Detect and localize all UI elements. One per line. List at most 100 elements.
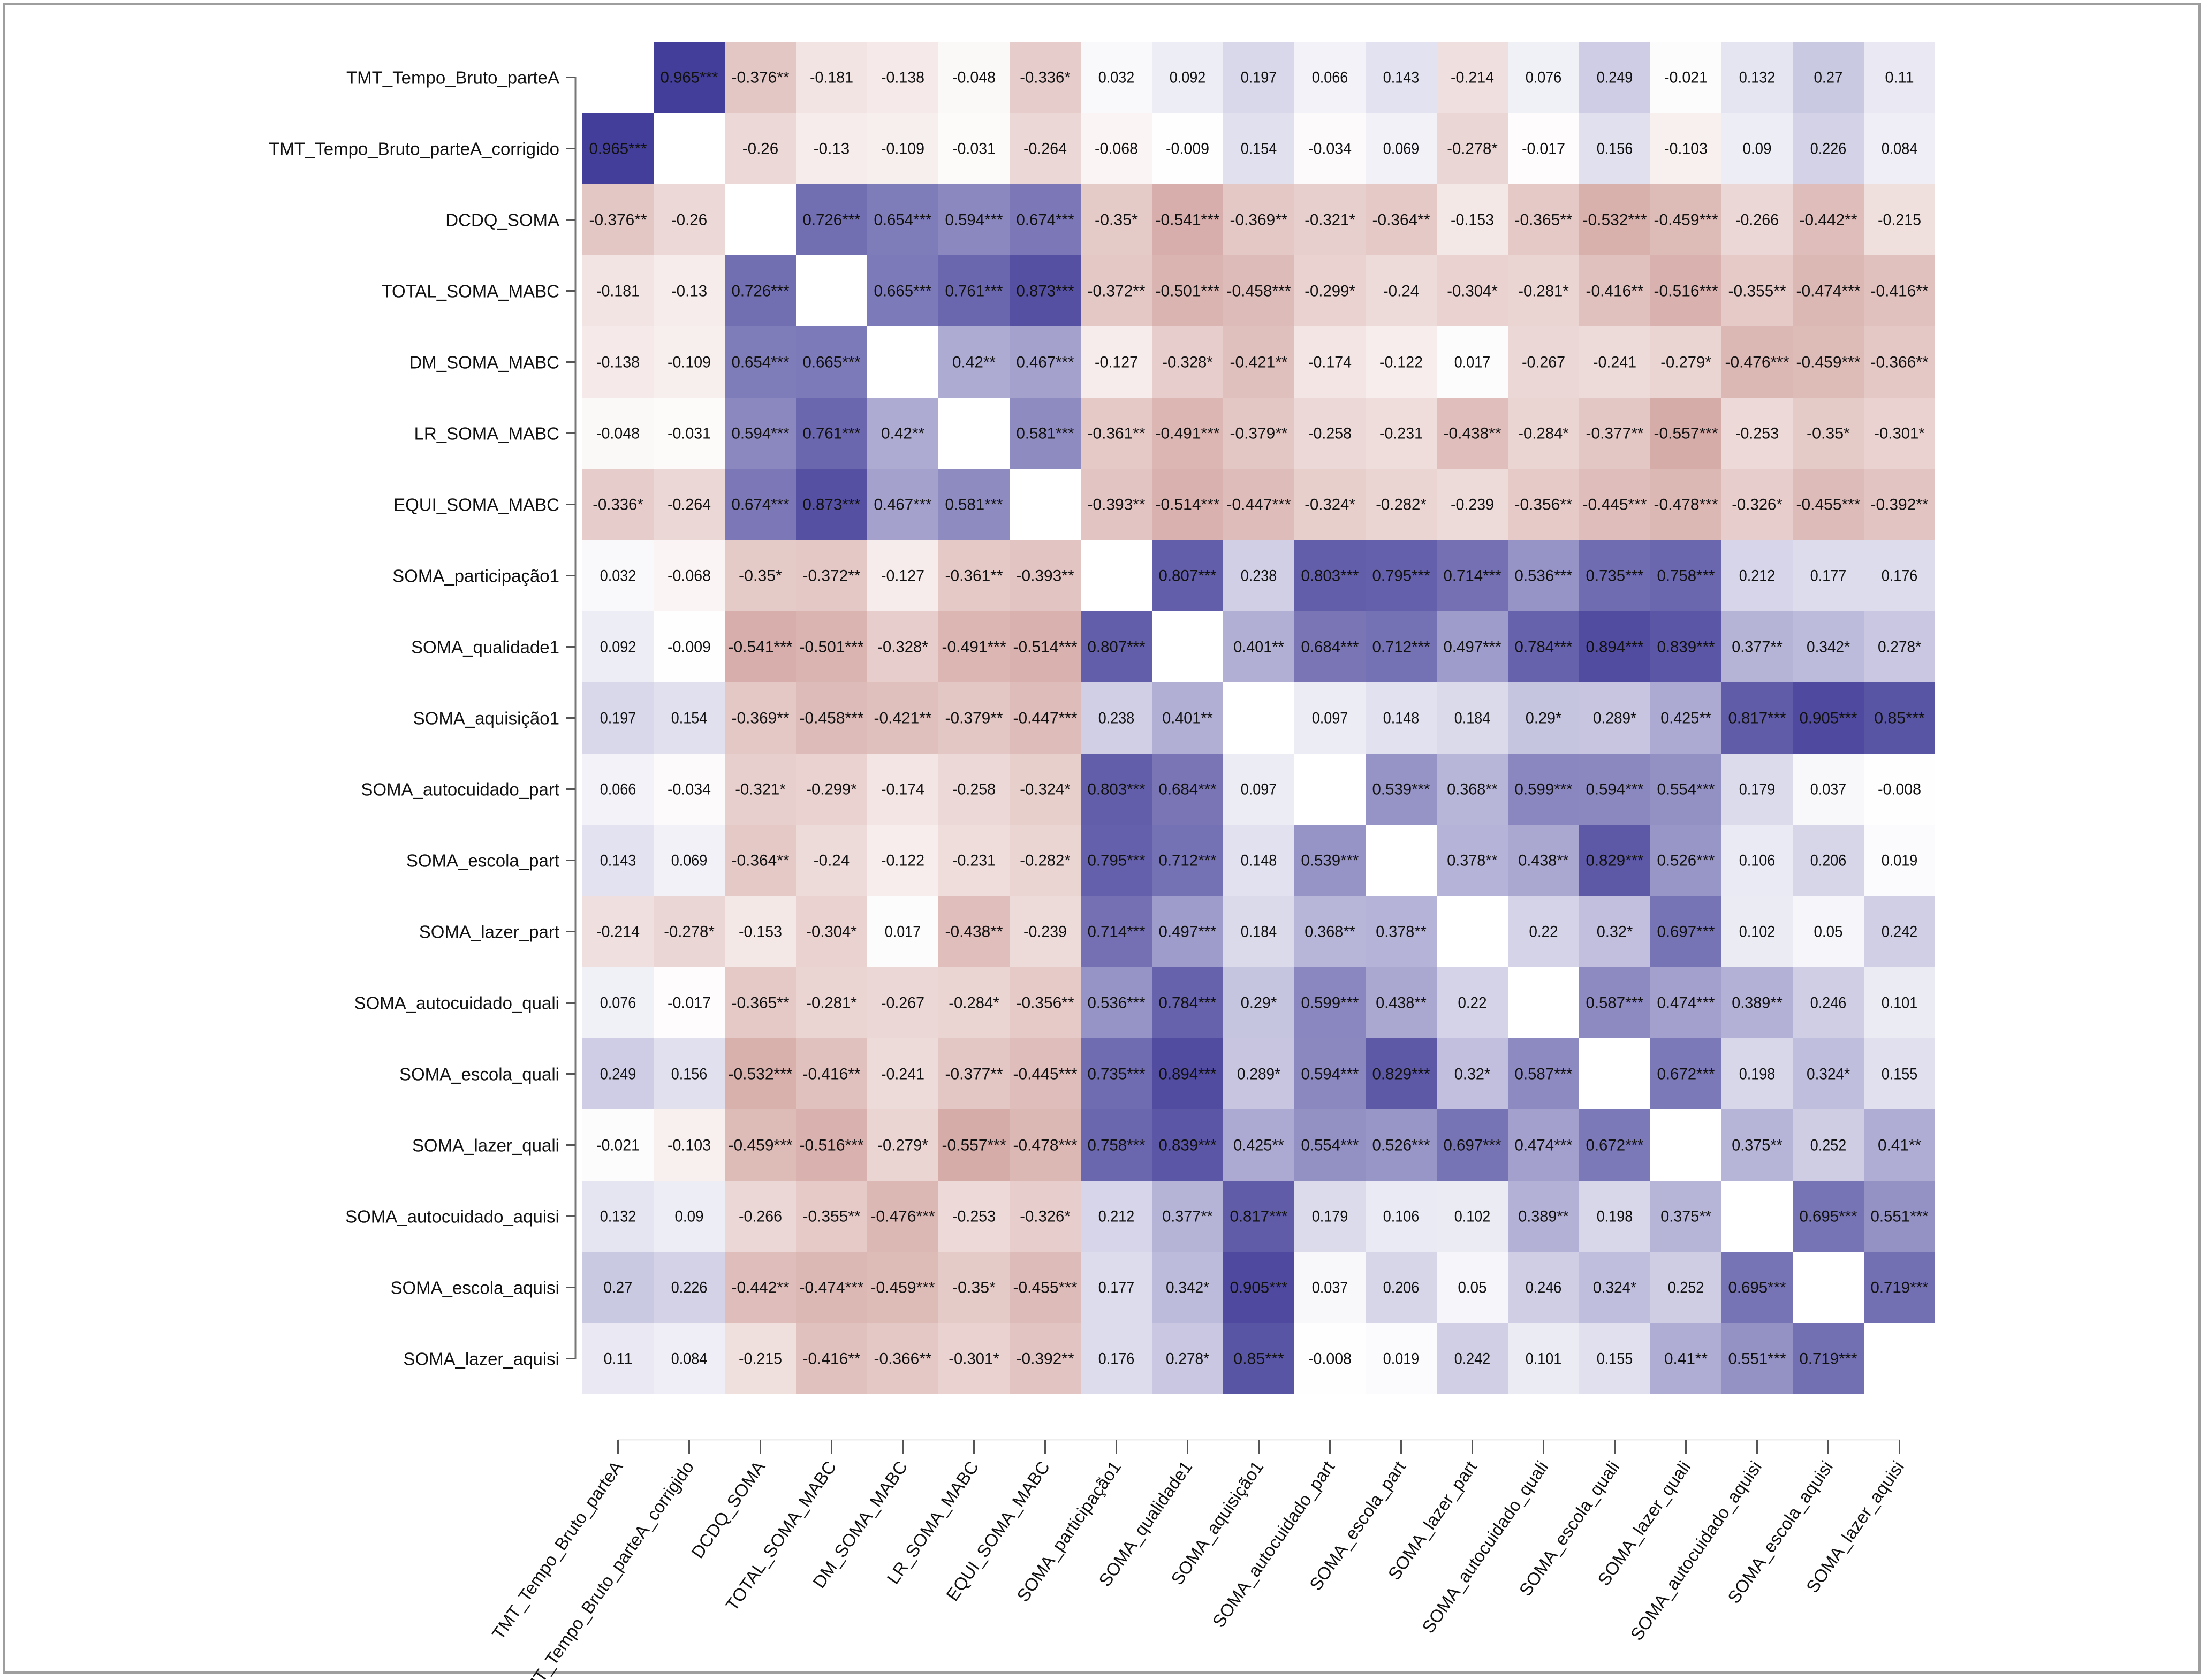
cell-value-label: 0.32* xyxy=(1597,923,1633,941)
heatmap-cell xyxy=(1721,398,1793,469)
cell-value-label: 0.069 xyxy=(1383,140,1420,158)
cell-value-label: -0.138 xyxy=(881,69,924,87)
heatmap-cell xyxy=(1650,825,1721,896)
heatmap-cell xyxy=(1721,255,1793,326)
cell-value-label: 0.438** xyxy=(1376,994,1427,1012)
heatmap-cell xyxy=(654,1323,725,1394)
heatmap-cell xyxy=(1508,1109,1579,1181)
cell-value-label: 0.143 xyxy=(600,852,636,870)
cell-value-label: 0.11 xyxy=(1885,69,1914,87)
heatmap-cell xyxy=(582,825,654,896)
heatmap-cell xyxy=(1010,967,1081,1038)
heatmap-cell xyxy=(1294,113,1366,184)
cell-value-label: -0.514*** xyxy=(1156,496,1220,514)
heatmap-cell xyxy=(1793,825,1864,896)
heatmap-cell xyxy=(1294,1252,1366,1323)
cell-value-label: 0.807*** xyxy=(1088,638,1146,656)
heatmap-cell xyxy=(582,682,654,754)
cell-value-label: 0.551*** xyxy=(1871,1208,1929,1226)
heatmap-cell xyxy=(1793,682,1864,754)
heatmap-cell xyxy=(1437,326,1508,398)
y-tick-label: SOMA_lazer_quali xyxy=(412,1136,559,1156)
cell-value-label: -0.376** xyxy=(732,69,790,87)
heatmap-cell xyxy=(1294,682,1366,754)
cell-value-label: 0.719*** xyxy=(1871,1279,1929,1297)
cell-value-label: -0.24 xyxy=(1383,283,1420,300)
heatmap-cell xyxy=(1721,1109,1793,1181)
heatmap-cell xyxy=(582,184,654,255)
cell-value-label: -0.103 xyxy=(1664,140,1708,158)
heatmap-cell xyxy=(867,1038,938,1109)
heatmap-cell xyxy=(867,825,938,896)
heatmap-cell xyxy=(867,540,938,611)
heatmap-cell xyxy=(1010,184,1081,255)
cell-value-label: -0.267 xyxy=(1522,354,1565,371)
heatmap-cell xyxy=(1437,184,1508,255)
cell-value-label: -0.034 xyxy=(1308,140,1352,158)
cell-value-label: 0.184 xyxy=(1454,710,1491,727)
heatmap-cell xyxy=(1437,1323,1508,1394)
cell-value-label: 0.019 xyxy=(1383,1350,1420,1368)
cell-value-label: -0.017 xyxy=(1522,140,1565,158)
cell-value-label: 0.425** xyxy=(1233,1137,1284,1154)
cell-value-label: -0.103 xyxy=(668,1137,711,1154)
heatmap-cell xyxy=(1793,896,1864,967)
heatmap-cell xyxy=(1366,255,1437,326)
heatmap-cell xyxy=(1579,967,1650,1038)
heatmap-cell xyxy=(1437,825,1508,896)
y-tick-label: SOMA_autocuidado_quali xyxy=(354,993,559,1013)
heatmap-cell xyxy=(938,611,1010,682)
cell-value-label: -0.231 xyxy=(952,852,996,870)
heatmap-cell xyxy=(654,825,725,896)
heatmap-cells xyxy=(582,42,1935,1394)
cell-value-label: 0.184 xyxy=(1241,923,1277,941)
heatmap-cell xyxy=(1721,682,1793,754)
cell-value-label: 0.474*** xyxy=(1515,1137,1573,1154)
cell-value-label: 0.817*** xyxy=(1728,710,1786,727)
heatmap-cell xyxy=(1721,540,1793,611)
heatmap-cell xyxy=(1650,540,1721,611)
cell-value-label: 0.761*** xyxy=(803,425,861,443)
cell-value-label: 0.672*** xyxy=(1586,1137,1644,1154)
cell-value-label: 0.873*** xyxy=(803,496,861,514)
heatmap-cell xyxy=(654,469,725,540)
heatmap-cell xyxy=(1721,611,1793,682)
heatmap-cell xyxy=(725,1252,796,1323)
cell-value-label: -0.355** xyxy=(803,1208,861,1226)
heatmap-cell xyxy=(1010,682,1081,754)
heatmap-cell xyxy=(1294,42,1366,113)
cell-value-label: -0.459*** xyxy=(1796,354,1861,371)
heatmap-cell xyxy=(1508,42,1579,113)
cell-value-label: -0.153 xyxy=(1451,211,1494,229)
cell-value-label: -0.416** xyxy=(1871,283,1929,300)
cell-value-label: -0.138 xyxy=(596,354,640,371)
heatmap-cell xyxy=(867,1252,938,1323)
y-tick-label: LR_SOMA_MABC xyxy=(414,424,559,444)
heatmap-cell xyxy=(1010,42,1081,113)
heatmap-cell xyxy=(1793,1323,1864,1394)
cell-value-label: 0.102 xyxy=(1454,1208,1491,1226)
heatmap-cell xyxy=(1223,896,1294,967)
cell-value-label: 0.438** xyxy=(1518,852,1569,870)
x-tick-label: TMT_Tempo_Bruto_parteA xyxy=(488,1457,627,1643)
cell-value-label: -0.122 xyxy=(881,852,924,870)
heatmap-cell xyxy=(1793,1109,1864,1181)
heatmap-cell xyxy=(654,184,725,255)
cell-value-label: 0.425** xyxy=(1660,710,1711,727)
cell-value-label: -0.445*** xyxy=(1583,496,1647,514)
heatmap-cell xyxy=(1294,398,1366,469)
cell-value-label: -0.239 xyxy=(1451,496,1494,514)
cell-value-label: -0.421** xyxy=(1230,354,1288,371)
heatmap-cell xyxy=(867,113,938,184)
heatmap-cell xyxy=(725,255,796,326)
cell-value-label: 0.249 xyxy=(600,1066,636,1083)
heatmap-cell xyxy=(1650,967,1721,1038)
cell-value-label: 0.594*** xyxy=(945,211,1003,229)
cell-value-label: 0.497*** xyxy=(1159,923,1217,941)
cell-value-label: -0.476*** xyxy=(871,1208,935,1226)
heatmap-cell xyxy=(796,967,867,1038)
cell-value-label: 0.177 xyxy=(1810,567,1847,585)
heatmap-cell xyxy=(1081,1323,1152,1394)
cell-value-label: -0.478*** xyxy=(1654,496,1718,514)
cell-value-label: -0.26 xyxy=(671,211,708,229)
